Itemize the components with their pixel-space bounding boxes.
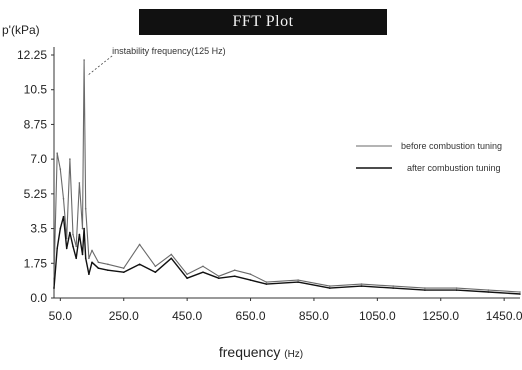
series-2-point (78, 233, 81, 236)
y-tick-label: 0.0 (30, 291, 47, 305)
series-1-point (218, 275, 220, 278)
x-tick-label: 1250.0 (422, 309, 459, 323)
series-1-point (81, 227, 84, 230)
series-2-point (75, 257, 77, 260)
x-tick-label: 1050.0 (359, 309, 396, 323)
series-1-point (84, 207, 87, 210)
x-tick-label: 1450.0 (486, 309, 522, 323)
series-1-point (186, 273, 188, 276)
series-2-point (56, 247, 58, 250)
x-tick-label: 450.0 (172, 309, 202, 323)
series-2-point (170, 257, 173, 260)
annotation-label: instability frequency(125 Hz) (112, 46, 226, 56)
series-2-point (69, 231, 71, 234)
series-2-point (72, 245, 74, 248)
series-2-point (202, 271, 204, 274)
legend: before combustion tuning after combustion… (356, 141, 502, 173)
series-2-point (83, 227, 85, 230)
y-tick-label: 12.25 (17, 48, 47, 62)
y-tick-label: 10.5 (24, 83, 48, 97)
series-1-point (107, 263, 109, 266)
series-1-point (138, 243, 141, 246)
series-1-point (249, 273, 252, 276)
x-axis-label: frequency (Hz) (0, 344, 522, 360)
series-2-point (487, 291, 490, 293)
series-2-point (519, 293, 521, 295)
y-tick-label: 8.75 (24, 117, 48, 131)
x-tick-label: 850.0 (299, 309, 329, 323)
series-1-point (56, 152, 58, 154)
series-2-point (265, 283, 268, 285)
y-tick-label: 5.25 (24, 187, 48, 201)
series-1-point (455, 287, 458, 289)
series-1-point (83, 59, 85, 61)
series-2-point (53, 287, 55, 289)
series-1-point (519, 291, 521, 293)
x-tick-label: 650.0 (236, 309, 266, 323)
series-2-point (329, 287, 331, 289)
series-2-point (122, 271, 125, 274)
series-1-point (170, 253, 173, 256)
annotation-arrow (86, 55, 113, 77)
series-1-point (233, 269, 236, 272)
series-2-point (233, 275, 236, 278)
series-1-point (360, 283, 363, 285)
y-tick-label: 7.0 (30, 152, 47, 166)
x-axis-label-text: frequency (218, 344, 281, 360)
series-1-point (62, 198, 65, 200)
chart-title: FFT Plot (139, 9, 387, 35)
series-1-point (297, 279, 299, 281)
x-axis-label-unit: (Hz) (284, 349, 304, 360)
series-2-point (91, 261, 93, 264)
x-tick-label: 250.0 (109, 309, 139, 323)
series-1-point (97, 261, 100, 264)
y-tick-label: 1.75 (24, 256, 48, 270)
series-1-point (392, 285, 395, 287)
series-1-point (72, 233, 74, 236)
series-2-point (297, 281, 299, 283)
series-2-point (424, 289, 426, 291)
series-1-point (487, 289, 490, 291)
series-2-point (392, 287, 395, 289)
series-1-point (59, 168, 62, 170)
series-2-point (107, 269, 109, 272)
series-2-point (81, 253, 84, 256)
legend-label-2: after combustion tuning (407, 163, 501, 173)
legend-label-1: before combustion tuning (401, 141, 502, 151)
series-2-point (59, 227, 62, 230)
x-tick-label: 50.0 (49, 309, 73, 323)
series-line-2 (53, 215, 521, 295)
series-1-point (91, 249, 93, 252)
annotation-layer: instability frequency(125 Hz) (86, 46, 226, 77)
series-2-point (138, 263, 141, 266)
series-1-point (329, 285, 331, 287)
series-2-point (97, 267, 100, 270)
axes: 0.0 1.75 3.5 5.25 7.0 8.75 10.5 12.25 50.0 250.0 4… (17, 47, 522, 323)
fft-chart: p'(kPa) 0.0 1.75 3.5 5.25 7.0 8.75 10.5 12.25 50… (2, 23, 522, 323)
series-2-point (154, 271, 157, 274)
series-2-point (62, 215, 65, 218)
y-tick-label: 3.5 (30, 222, 47, 236)
series-2-point (455, 289, 458, 291)
series-1-point (88, 257, 90, 260)
series-1-point (424, 287, 426, 289)
series-1-point (78, 182, 81, 184)
series-2-point (186, 277, 188, 280)
series-2-point (84, 257, 87, 260)
series-2-point (88, 273, 90, 276)
series-2-point (249, 279, 252, 281)
series-1-point (154, 265, 157, 268)
series-line-1 (53, 59, 521, 293)
series-1-point (202, 265, 204, 268)
series-1-point (265, 281, 268, 283)
series-layer (53, 59, 521, 295)
series-1-point (122, 267, 125, 270)
series-2-point (360, 285, 363, 287)
series-2-point (218, 277, 220, 280)
series-1-point (69, 158, 71, 160)
series-2-point (65, 247, 68, 250)
y-axis-label: p'(kPa) (2, 23, 40, 37)
series-1-point (75, 245, 77, 248)
